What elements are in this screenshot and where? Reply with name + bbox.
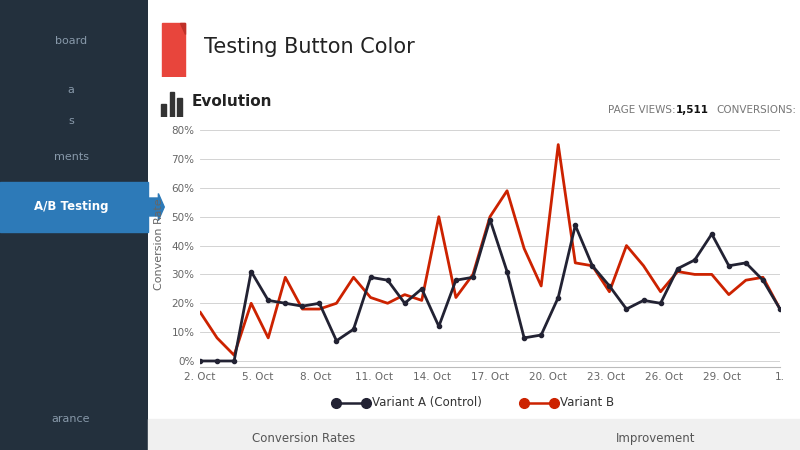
Text: Evolution: Evolution [192, 94, 273, 109]
Text: PAGE VIEWS:: PAGE VIEWS: [608, 105, 676, 115]
Bar [178, 98, 182, 117]
Bar [0, 182, 148, 232]
Text: arance: arance [52, 414, 90, 423]
FancyArrow shape [148, 194, 164, 220]
Text: 1,511: 1,511 [676, 105, 709, 115]
Text: Improvement: Improvement [616, 432, 696, 445]
Text: a: a [68, 85, 74, 95]
Text: A/B Testing: A/B Testing [34, 201, 108, 213]
Text: s: s [68, 117, 74, 126]
Bar [170, 92, 174, 117]
Text: ments: ments [54, 153, 89, 162]
Text: board: board [55, 36, 87, 45]
Text: Testing Button Color: Testing Button Color [204, 37, 414, 57]
Text: Conversion Rates: Conversion Rates [252, 432, 356, 445]
Text: Variant B: Variant B [560, 396, 614, 409]
Bar [162, 104, 166, 117]
Polygon shape [180, 22, 186, 34]
Bar [162, 22, 186, 76]
Y-axis label: Conversion Rate: Conversion Rate [154, 198, 165, 290]
Text: CONVERSIONS:: CONVERSIONS: [716, 105, 796, 115]
Text: Variant A (Control): Variant A (Control) [372, 396, 482, 409]
